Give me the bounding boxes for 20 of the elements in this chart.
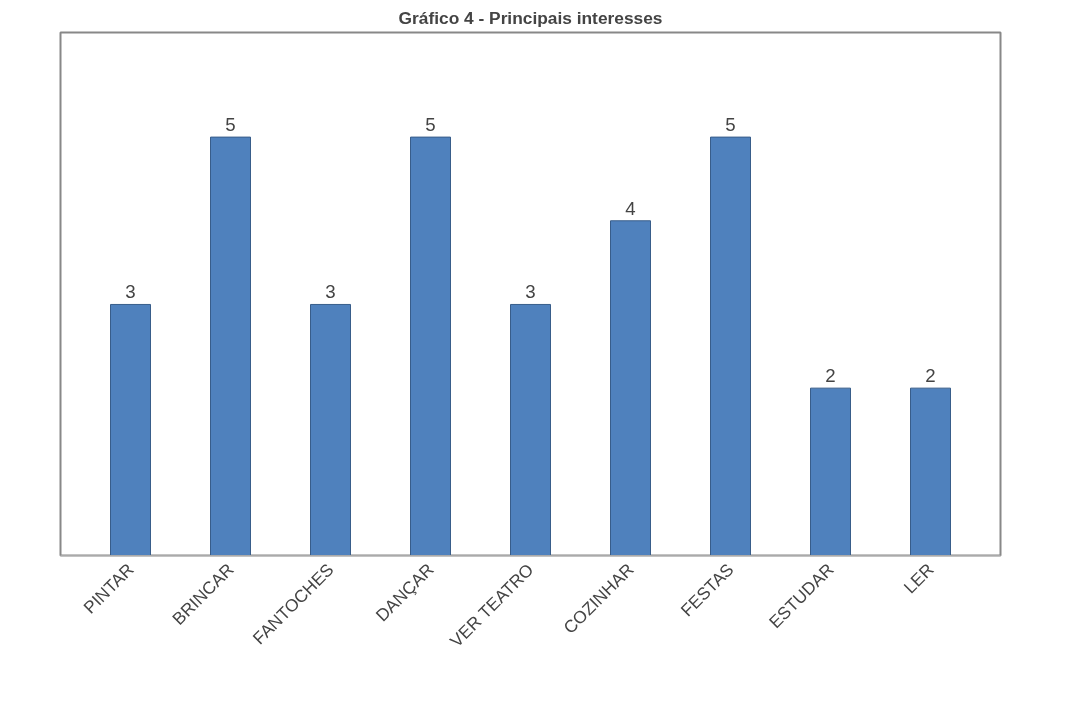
bar (410, 136, 451, 556)
data-label: 3 (525, 281, 536, 303)
bar (710, 136, 751, 556)
data-label: 2 (925, 365, 936, 387)
bar (610, 220, 651, 556)
data-label: 5 (425, 114, 436, 136)
bar (210, 136, 251, 556)
bar (810, 387, 851, 556)
bar (910, 387, 951, 556)
chart-title: Gráfico 4 - Principais interesses (398, 7, 663, 28)
data-label: 5 (725, 114, 736, 136)
x-tick-label: LER (899, 559, 938, 598)
data-label: 4 (625, 197, 636, 219)
data-label: 5 (225, 114, 236, 136)
data-label: 3 (325, 281, 336, 303)
bar (510, 303, 551, 556)
data-label: 3 (125, 281, 136, 303)
bar (110, 303, 151, 556)
bar (310, 303, 351, 556)
data-label: 2 (825, 365, 836, 387)
